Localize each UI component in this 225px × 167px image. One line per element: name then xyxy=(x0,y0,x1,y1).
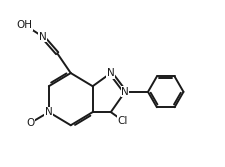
Text: N: N xyxy=(39,32,46,42)
Text: N: N xyxy=(107,68,115,78)
Text: N: N xyxy=(121,87,129,97)
Text: Cl: Cl xyxy=(117,116,128,126)
Text: O: O xyxy=(26,118,34,128)
Text: OH: OH xyxy=(17,20,33,30)
Text: N: N xyxy=(45,107,53,117)
